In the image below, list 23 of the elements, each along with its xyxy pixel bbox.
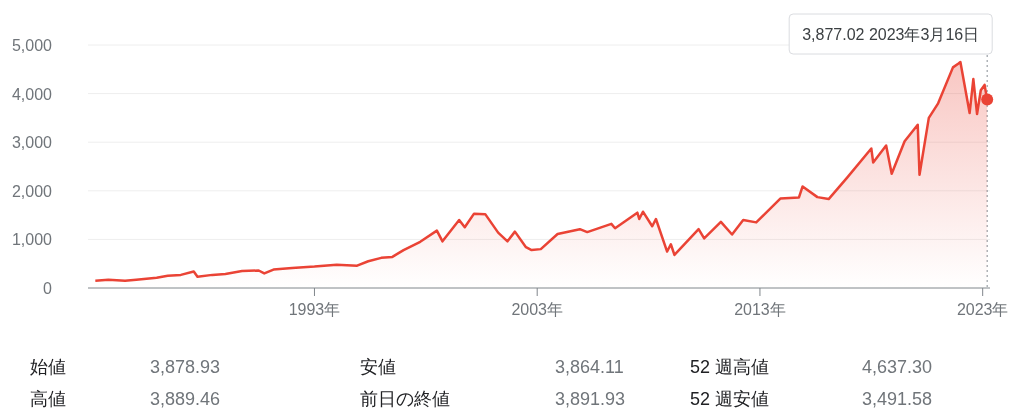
text: 3,864.11 [555,357,624,377]
y-tick-label: 4,000 [11,85,53,103]
text: 3,889.46 [150,389,221,409]
text: 高値 [30,389,66,409]
y-tick-label: 0 [43,280,53,297]
x-tick-label: 1993年 [288,301,341,318]
y-tick-label: 1,000 [11,231,53,249]
y-tick-label: 2,000 [11,182,53,200]
x-tick-label: 2003年 [511,301,563,318]
y-tick-label: 5,000 [11,37,53,54]
text: 前日の終値 [360,389,450,409]
text: 3,878.93 [150,357,221,377]
text: 52 週高値 [690,357,770,377]
x-tick-label: 2023年 [956,301,1009,318]
tooltip: 3,877.02 2023年3月16日 [788,13,993,55]
y-tick-label: 3,000 [11,134,53,152]
text: 4,637.30 [862,357,933,377]
text: 3,491.58 [862,389,933,409]
text: 52 週安値 [690,389,770,409]
text: 3,891.93 [555,389,626,409]
x-tick-label: 2013年 [734,301,786,318]
text: 始値 [30,357,66,377]
text: 安値 [360,357,396,377]
